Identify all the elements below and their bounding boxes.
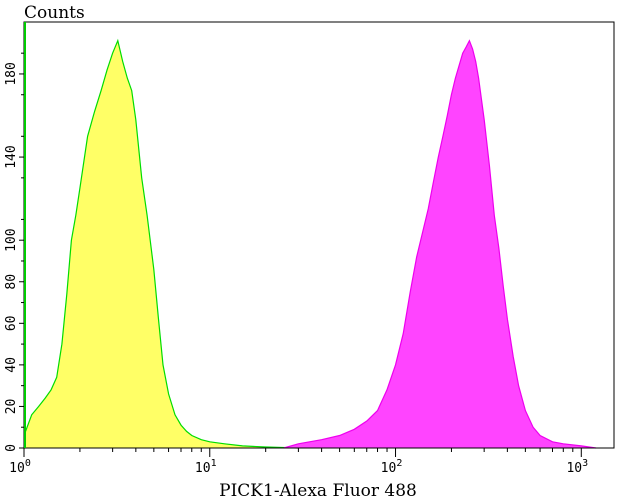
x-tick-label-0: 100 bbox=[9, 458, 31, 476]
y-tick-label-1: 20 bbox=[4, 399, 19, 415]
y-tick-label-2: 40 bbox=[4, 357, 19, 373]
histogram-outline-1 bbox=[23, 38, 299, 449]
y-tick-label-7: 180 bbox=[4, 62, 19, 85]
y-tick-label-6: 140 bbox=[4, 145, 19, 168]
y-tick-label-5: 100 bbox=[4, 228, 19, 251]
histogram-area-2 bbox=[283, 40, 596, 448]
x-tick-label-3: 103 bbox=[566, 458, 588, 476]
x-tick-label-1: 101 bbox=[195, 458, 217, 476]
y-axis-title: Counts bbox=[24, 3, 85, 23]
histogram-area-1 bbox=[24, 40, 299, 448]
x-axis-title: PICK1-Alexa Fluor 488 bbox=[219, 481, 417, 500]
plot-layer bbox=[23, 38, 597, 449]
y-tick-label-4: 80 bbox=[4, 274, 19, 290]
histogram-outline-2 bbox=[283, 39, 597, 449]
y-tick-label-0: 0 bbox=[4, 444, 19, 452]
x-tick-label-2: 102 bbox=[381, 458, 403, 476]
y-tick-label-3: 60 bbox=[4, 315, 19, 331]
axes-layer: 100 101 102 103 0 20 40 60 80 100 140 180 bbox=[4, 21, 615, 476]
